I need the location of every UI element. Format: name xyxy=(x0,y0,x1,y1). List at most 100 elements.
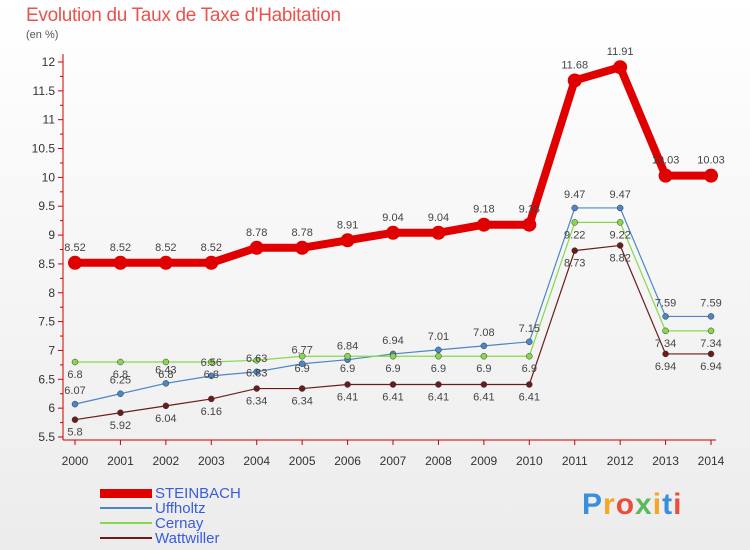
data-label-uffholtz: 7.15 xyxy=(519,323,540,335)
data-label-wattwiller: 6.34 xyxy=(246,396,267,408)
data-point-cernay xyxy=(526,352,533,360)
data-point-steinbach xyxy=(204,255,219,270)
data-point-steinbach xyxy=(431,225,446,240)
data-label-uffholtz: 7.59 xyxy=(700,297,721,309)
data-point-wattwiller xyxy=(162,402,170,410)
data-point-steinbach xyxy=(704,168,719,183)
x-tick-label: 2009 xyxy=(471,454,498,468)
logo-letter: P xyxy=(582,488,604,521)
data-point-uffholtz xyxy=(526,338,533,346)
data-label-steinbach: 10.03 xyxy=(697,155,725,167)
y-tick-label: 11 xyxy=(43,113,56,127)
y-tick-label: 6 xyxy=(48,401,55,415)
data-label-uffholtz: 6.56 xyxy=(201,357,222,369)
data-point-steinbach xyxy=(658,168,673,183)
data-label-steinbach: 10.03 xyxy=(652,155,680,167)
data-label-wattwiller: 6.41 xyxy=(382,392,403,404)
legend-swatch-steinbach xyxy=(100,489,152,498)
data-point-uffholtz xyxy=(571,204,578,212)
x-tick-label: 2006 xyxy=(334,454,361,468)
data-point-steinbach xyxy=(295,240,310,255)
data-label-wattwiller: 6.94 xyxy=(700,361,721,373)
data-label-cernay: 7.34 xyxy=(655,338,676,350)
y-tick-label: 11.5 xyxy=(33,84,56,98)
data-label-uffholtz: 6.63 xyxy=(246,353,267,365)
data-point-wattwiller xyxy=(344,381,351,388)
data-label-steinbach: 8.78 xyxy=(246,227,267,239)
data-label-uffholtz: 9.47 xyxy=(609,189,630,201)
legend-swatch-wattwiller xyxy=(100,537,152,539)
legend-swatch-cernay xyxy=(100,522,152,524)
data-point-wattwiller xyxy=(435,381,442,388)
y-tick-label: 6.5 xyxy=(38,372,55,386)
x-tick-label: 2007 xyxy=(380,454,407,468)
data-label-cernay: 7.34 xyxy=(700,338,721,350)
data-point-cernay xyxy=(208,358,215,366)
legend-label-steinbach: STEINBACH xyxy=(155,485,241,502)
data-label-steinbach: 11.91 xyxy=(607,46,634,58)
data-point-cernay xyxy=(344,352,351,360)
data-point-wattwiller xyxy=(616,242,624,249)
data-point-steinbach xyxy=(113,255,128,270)
data-point-cernay xyxy=(298,352,306,360)
data-label-steinbach: 8.52 xyxy=(201,242,222,254)
x-tick-label: 2011 xyxy=(562,454,588,468)
logo-letter: x xyxy=(635,488,653,521)
x-tick-label: 2003 xyxy=(198,454,225,468)
data-point-steinbach xyxy=(158,255,173,270)
data-label-wattwiller: 6.04 xyxy=(155,413,176,425)
data-label-cernay: 6.9 xyxy=(476,363,491,375)
logo-letter: i xyxy=(673,488,683,521)
data-label-wattwiller: 5.8 xyxy=(67,427,82,439)
x-tick-label: 2000 xyxy=(62,454,89,468)
data-point-wattwiller xyxy=(208,395,215,403)
legend-label-uffholtz: Uffholtz xyxy=(155,500,206,517)
data-label-uffholtz: 6.84 xyxy=(337,341,358,353)
y-tick-label: 5.5 xyxy=(38,430,55,444)
y-tick-label: 8.5 xyxy=(38,257,55,271)
legend-item-steinbach: STEINBACH xyxy=(100,485,330,502)
data-point-wattwiller xyxy=(117,409,124,417)
data-point-cernay xyxy=(71,358,79,366)
data-label-wattwiller: 8.73 xyxy=(564,258,585,270)
legend-swatch-uffholtz xyxy=(100,507,152,509)
data-point-steinbach xyxy=(613,60,628,75)
data-label-wattwiller: 6.41 xyxy=(519,392,540,404)
data-point-cernay xyxy=(162,358,170,366)
data-label-cernay: 6.8 xyxy=(204,369,219,381)
data-point-uffholtz xyxy=(162,380,170,387)
logo-letter: o xyxy=(615,488,636,521)
y-tick-label: 10 xyxy=(42,170,56,184)
chart-title: Evolution du Taux de Taxe d'Habitation xyxy=(26,5,341,26)
legend-label-wattwiller: Wattwiller xyxy=(155,530,220,547)
legend-item-wattwiller: Wattwiller xyxy=(100,530,330,547)
data-point-wattwiller xyxy=(480,381,488,388)
data-label-uffholtz: 9.47 xyxy=(564,189,585,201)
x-tick-label: 2001 xyxy=(107,454,134,468)
data-point-wattwiller xyxy=(253,385,260,392)
logo-letter: i xyxy=(652,488,663,521)
data-label-wattwiller: 6.94 xyxy=(655,361,676,373)
x-tick-label: 2010 xyxy=(516,454,543,468)
data-point-uffholtz xyxy=(298,360,306,367)
data-point-wattwiller xyxy=(526,381,533,388)
data-point-cernay xyxy=(662,327,669,335)
data-label-wattwiller: 5.92 xyxy=(110,420,131,432)
data-point-cernay xyxy=(616,219,624,226)
x-tick-label: 2013 xyxy=(652,454,679,468)
data-label-uffholtz: 6.43 xyxy=(155,364,176,376)
data-label-cernay: 6.9 xyxy=(295,363,310,375)
data-label-steinbach: 8.52 xyxy=(110,242,131,254)
data-point-cernay xyxy=(389,352,397,360)
data-label-wattwiller: 6.41 xyxy=(473,392,494,404)
x-tick-label: 2008 xyxy=(425,454,452,468)
data-label-cernay: 6.9 xyxy=(431,363,446,375)
y-tick-label: 9 xyxy=(48,228,55,242)
data-label-wattwiller: 6.16 xyxy=(201,406,222,418)
legend-item-uffholtz: Uffholtz xyxy=(100,500,330,517)
data-point-wattwiller xyxy=(71,416,79,423)
x-tick-label: 2002 xyxy=(153,454,180,468)
data-point-cernay xyxy=(253,357,260,364)
data-point-wattwiller xyxy=(389,381,397,388)
